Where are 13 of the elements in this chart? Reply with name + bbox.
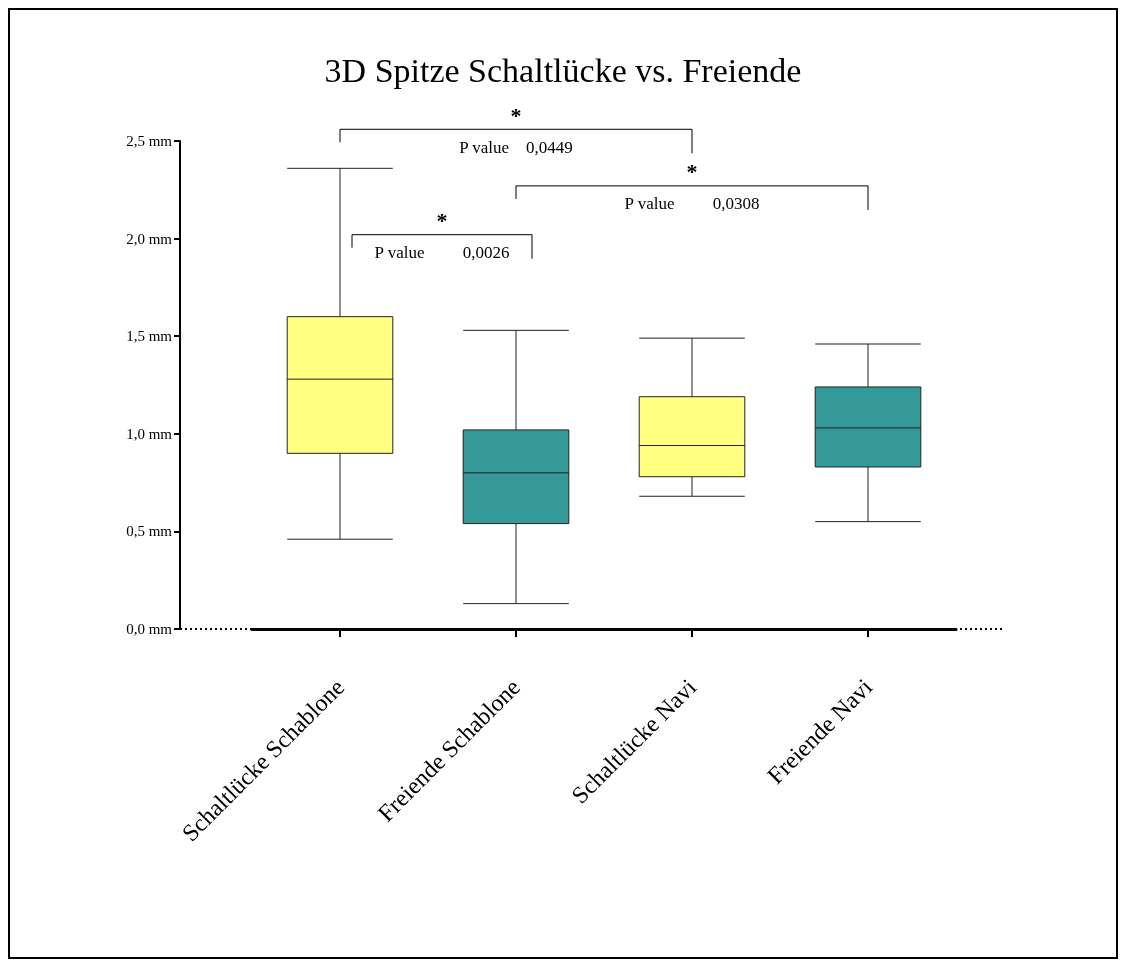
text: * [510,102,522,128]
y-tick-label: 1,5 mm [126,328,173,345]
chart-title: 3D Spitze Schaltlücke vs. Freiende [324,51,802,89]
annotation: * [686,159,698,185]
annotation: P value 0,0308 [624,194,760,214]
y-tick-label: 2,5 mm [126,133,173,149]
y-tick-label: 0,5 mm [126,523,173,540]
y-tick-label: 2,0 mm [126,230,173,247]
y-tick-label: 0,0 mm [126,621,173,637]
annotation: P value 0,0026 [374,243,510,263]
y-tick-label: 1,0 mm [126,425,173,442]
annotation: P value 0,0449 [459,137,573,157]
annotation: * [436,208,448,234]
